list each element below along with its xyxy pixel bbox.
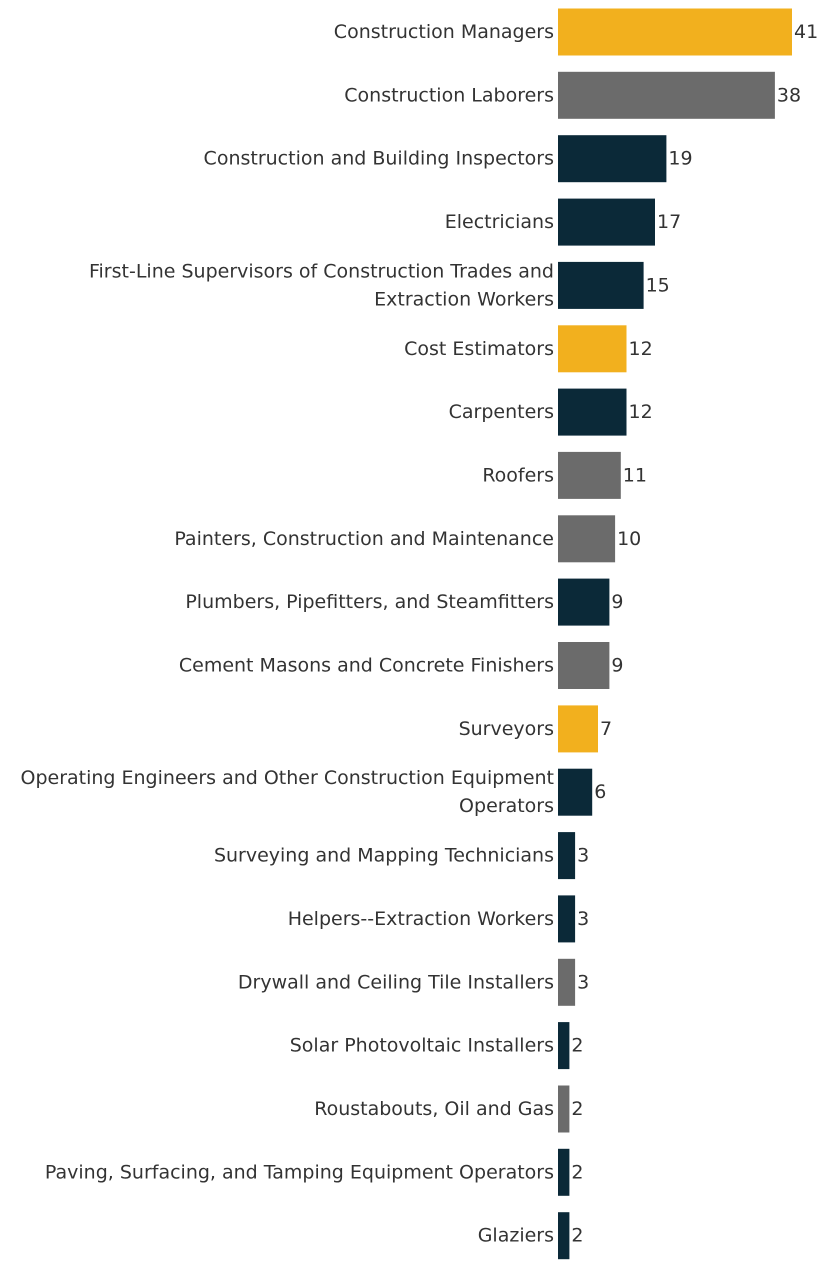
value-label-13: 3 [577, 845, 589, 867]
bar-14 [558, 895, 576, 943]
category-label-2: Construction and Building Inspectors [204, 148, 554, 170]
category-label-14: Helpers--Extraction Workers [288, 908, 554, 930]
value-label-6: 12 [629, 401, 653, 423]
category-label-line: Surveying and Mapping Technicians [214, 845, 554, 867]
category-label-line: Painters, Construction and Maintenance [174, 528, 554, 550]
value-label-10: 9 [611, 655, 623, 677]
bar-17 [558, 1085, 570, 1133]
value-label-19: 2 [571, 1225, 583, 1247]
bar-11 [558, 705, 598, 753]
value-label-1: 38 [777, 84, 801, 106]
value-label-5: 12 [629, 338, 653, 360]
bar-15 [558, 958, 576, 1006]
bar-3 [558, 198, 655, 246]
category-label-4: First-Line Supervisors of Construction T… [89, 260, 554, 310]
category-label-1: Construction Laborers [344, 84, 554, 106]
value-label-8: 10 [617, 528, 641, 550]
bar-4 [558, 261, 644, 309]
category-label-7: Roofers [482, 464, 554, 486]
category-label-line: Helpers--Extraction Workers [288, 908, 554, 930]
bar-19 [558, 1212, 570, 1260]
category-label-line: Carpenters [449, 401, 554, 423]
bar-10 [558, 642, 610, 689]
value-label-11: 7 [600, 718, 612, 740]
category-label-15: Drywall and Ceiling Tile Installers [238, 971, 554, 993]
value-label-18: 2 [571, 1161, 583, 1183]
category-label-line: Drywall and Ceiling Tile Installers [238, 971, 554, 993]
value-label-3: 17 [657, 211, 681, 233]
value-label-0: 41 [794, 21, 818, 43]
bar-16 [558, 1022, 570, 1070]
bar-1 [558, 71, 775, 119]
category-label-line: Extraction Workers [374, 288, 554, 310]
bar-6 [558, 388, 627, 436]
category-label-3: Electricians [445, 211, 554, 233]
bar-5 [558, 325, 627, 373]
category-label-line: Construction Managers [334, 21, 554, 43]
category-label-line: Solar Photovoltaic Installers [290, 1035, 554, 1057]
category-label-19: Glaziers [478, 1225, 554, 1247]
value-label-14: 3 [577, 908, 589, 930]
category-label-13: Surveying and Mapping Technicians [214, 845, 554, 867]
category-label-line: First-Line Supervisors of Construction T… [89, 260, 554, 282]
value-label-7: 11 [623, 464, 647, 486]
bar-8 [558, 515, 616, 563]
bar-2 [558, 135, 667, 183]
value-label-4: 15 [646, 274, 670, 296]
category-label-16: Solar Photovoltaic Installers [290, 1035, 554, 1057]
value-label-12: 6 [594, 781, 606, 803]
category-label-line: Paving, Surfacing, and Tamping Equipment… [45, 1161, 554, 1183]
value-label-2: 19 [668, 148, 692, 170]
value-label-17: 2 [571, 1098, 583, 1120]
category-label-line: Construction Laborers [344, 84, 554, 106]
category-label-17: Roustabouts, Oil and Gas [314, 1098, 554, 1120]
category-label-line: Construction and Building Inspectors [204, 148, 554, 170]
category-label-11: Surveyors [459, 718, 554, 740]
category-label-line: Cost Estimators [404, 338, 554, 360]
value-label-16: 2 [571, 1035, 583, 1057]
category-label-line: Operators [459, 795, 554, 817]
bar-18 [558, 1148, 570, 1196]
category-label-8: Painters, Construction and Maintenance [174, 528, 554, 550]
category-label-line: Cement Masons and Concrete Finishers [179, 655, 554, 677]
category-label-18: Paving, Surfacing, and Tamping Equipment… [45, 1161, 554, 1183]
bar-12 [558, 768, 593, 816]
category-label-line: Surveyors [459, 718, 554, 740]
category-label-5: Cost Estimators [404, 338, 554, 360]
category-label-9: Plumbers, Pipefitters, and Steamfitters [185, 591, 554, 613]
category-label-line: Roustabouts, Oil and Gas [314, 1098, 554, 1120]
bar-7 [558, 451, 621, 499]
value-label-15: 3 [577, 971, 589, 993]
category-label-line: Operating Engineers and Other Constructi… [20, 767, 554, 789]
category-label-line: Roofers [482, 464, 554, 486]
value-label-9: 9 [611, 591, 623, 613]
category-label-12: Operating Engineers and Other Constructi… [20, 767, 554, 817]
bar-13 [558, 832, 576, 880]
category-label-6: Carpenters [449, 401, 554, 423]
category-label-line: Glaziers [478, 1225, 554, 1247]
category-label-line: Plumbers, Pipefitters, and Steamfitters [185, 591, 554, 613]
category-label-line: Electricians [445, 211, 554, 233]
bar-0 [558, 8, 792, 56]
category-label-0: Construction Managers [334, 21, 554, 43]
bar-9 [558, 578, 610, 626]
category-label-10: Cement Masons and Concrete Finishers [179, 655, 554, 677]
